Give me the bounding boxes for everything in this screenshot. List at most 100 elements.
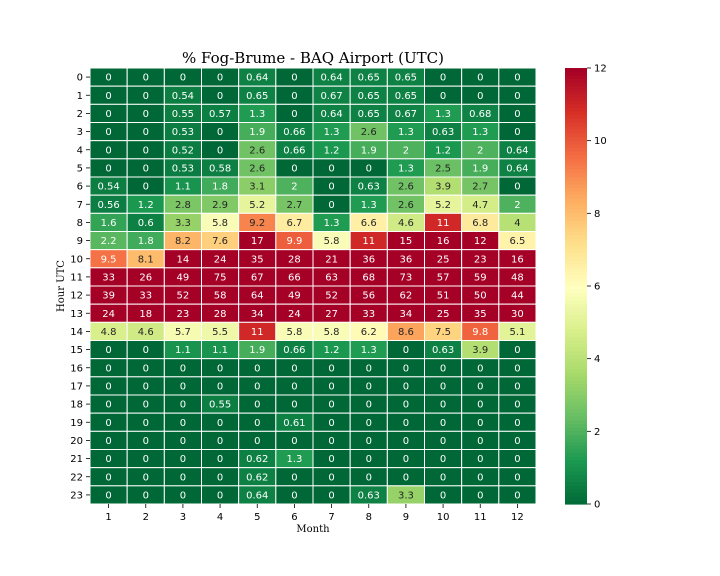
cell-value-label: 56 [362, 291, 375, 302]
colorbar-segment [565, 398, 587, 403]
cell-value-label: 14 [177, 254, 190, 265]
cell-value-label: 25 [437, 309, 450, 320]
colorbar-segment [565, 180, 587, 185]
colorbar-segment [565, 340, 587, 345]
cell-value-label: 6.5 [509, 236, 525, 247]
colorbar-segment [565, 307, 587, 313]
cell-value-label: 0 [291, 472, 297, 483]
y-tick-label: 2 [77, 109, 83, 120]
y-tick-label: 19 [70, 418, 83, 429]
colorbar-segment [565, 500, 587, 505]
cell-value-label: 0 [180, 490, 186, 501]
x-tick-label: 3 [180, 512, 186, 523]
colorbar-segment [565, 485, 587, 491]
colorbar-segment [565, 235, 587, 240]
cell-value-label: 11 [437, 218, 450, 229]
cell-value-label: 0.62 [246, 454, 268, 465]
cell-value-label: 0.63 [432, 345, 454, 356]
cell-value-label: 0 [291, 436, 297, 447]
cell-value-label: 0 [291, 163, 297, 174]
cell-value-label: 0 [291, 400, 297, 411]
colorbar-segment [565, 413, 587, 418]
y-tick-label: 10 [70, 254, 83, 265]
y-tick-label: 13 [70, 309, 83, 320]
cell-value-label: 1.2 [435, 145, 451, 156]
cell-value-label: 0 [403, 381, 409, 392]
colorbar-segment [565, 464, 587, 469]
colorbar-segment [565, 75, 587, 80]
cell-value-label: 1.9 [361, 145, 377, 156]
cell-value-label: 0 [143, 363, 149, 374]
cell-value-label: 0 [514, 182, 520, 193]
colorbar-segment [565, 351, 587, 356]
cell-value-label: 26 [139, 272, 152, 283]
cell-value-label: 0 [514, 490, 520, 501]
cell-value-label: 64 [251, 291, 264, 302]
cell-value-label: 0 [514, 454, 520, 465]
colorbar-segment [565, 355, 587, 360]
cell-value-label: 0 [105, 109, 111, 120]
colorbar-segment [565, 216, 587, 222]
cell-value-label: 0 [403, 472, 409, 483]
colorbar-segment [565, 424, 587, 429]
cell-value-label: 0 [514, 363, 520, 374]
cell-value-label: 0 [217, 436, 223, 447]
cell-value-label: 0 [217, 145, 223, 156]
colorbar-segment [565, 71, 587, 76]
colorbar-segment [565, 173, 587, 178]
colorbar-segment [565, 431, 587, 436]
cell-value-label: 57 [437, 272, 450, 283]
cell-value-label: 0 [403, 418, 409, 429]
cell-value-label: 3.9 [472, 345, 488, 356]
cell-value-label: 0.53 [172, 127, 194, 138]
colorbar-segment [565, 369, 587, 374]
cell-value-label: 0 [291, 73, 297, 84]
cell-value-label: 0 [143, 472, 149, 483]
colorbar-segment [565, 489, 587, 494]
cell-value-label: 0 [440, 418, 446, 429]
cell-value-label: 36 [362, 254, 375, 265]
cell-value-label: 0 [291, 109, 297, 120]
colorbar-segment [565, 329, 587, 334]
cell-value-label: 5.7 [175, 327, 191, 338]
cell-value-label: 2.2 [101, 236, 117, 247]
colorbar-segment [565, 380, 587, 385]
colorbar-segment [565, 111, 587, 116]
colorbar-segment [565, 242, 587, 247]
cell-value-label: 3.9 [435, 182, 451, 193]
cell-value-label: 0 [514, 418, 520, 429]
cell-value-label: 2.9 [212, 200, 228, 211]
cell-value-label: 0 [143, 91, 149, 102]
cell-value-label: 0 [143, 381, 149, 392]
cell-value-label: 0.63 [358, 490, 380, 501]
cell-value-label: 0 [105, 418, 111, 429]
cell-value-label: 0 [105, 381, 111, 392]
colorbar-segment [565, 384, 587, 389]
heatmap-cells: 0 0 0 0 0.64 0 0.64 0.65 0.65 0 0 00 0 0.54 0 0.65 0 0.67… [89, 67, 537, 505]
y-axis-label: Hour UTC [56, 260, 67, 312]
cell-value-label: 1.9 [472, 163, 488, 174]
cell-value-label: 0 [440, 400, 446, 411]
cell-value-label: 6.8 [472, 218, 488, 229]
cell-value-label: 21 [325, 254, 338, 265]
cell-value-label: 8.1 [138, 254, 154, 265]
cell-value-label: 0 [180, 400, 186, 411]
cell-value-label: 1.3 [361, 200, 377, 211]
cell-value-label: 5.8 [212, 218, 228, 229]
cell-value-label: 0.58 [209, 163, 231, 174]
cell-value-label: 0 [366, 454, 372, 465]
cell-value-label: 0.63 [432, 127, 454, 138]
colorbar-segment [565, 118, 587, 124]
cell-value-label: 35 [251, 254, 264, 265]
cell-value-label: 1.3 [435, 109, 451, 120]
cell-value-label: 2.5 [435, 163, 451, 174]
colorbar-segment [565, 169, 587, 174]
cell-value-label: 0 [143, 182, 149, 193]
colorbar-segment [565, 333, 587, 338]
cell-value-label: 0 [105, 345, 111, 356]
cell-value-label: 3.3 [175, 218, 191, 229]
cell-value-label: 0 [291, 490, 297, 501]
cell-value-label: 0 [366, 381, 372, 392]
cell-value-label: 0 [217, 490, 223, 501]
